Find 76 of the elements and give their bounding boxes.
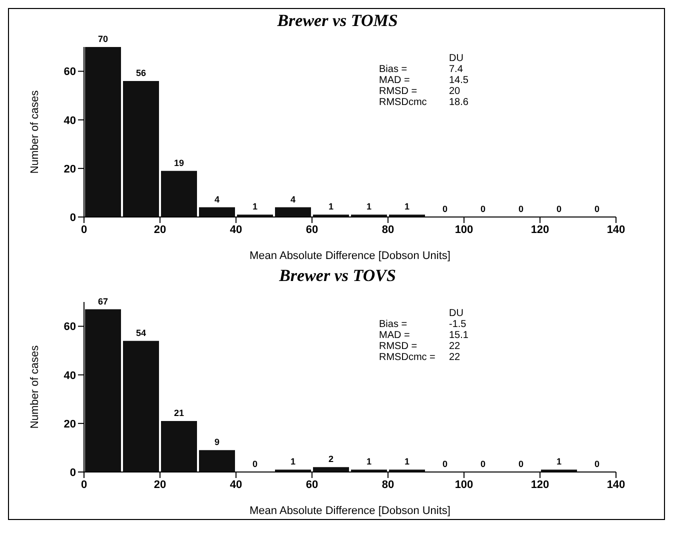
data-label: 1 bbox=[328, 202, 334, 212]
data-label: 1 bbox=[366, 456, 372, 467]
data-label: 2 bbox=[328, 454, 334, 464]
annotation: 22 bbox=[449, 341, 462, 352]
data-label: 4 bbox=[214, 194, 220, 204]
x-tick-label: 40 bbox=[230, 224, 242, 236]
annotation: Bias = bbox=[379, 319, 408, 330]
data-label: 9 bbox=[214, 437, 220, 448]
data-label: 54 bbox=[136, 328, 146, 338]
y-tick-label: 20 bbox=[64, 163, 76, 176]
annotation: 7.4 bbox=[449, 64, 464, 75]
annotation: MAD = bbox=[379, 330, 411, 341]
x-tick-label: 0 bbox=[80, 478, 88, 491]
data-label: 0 bbox=[594, 459, 600, 469]
data-label: 0 bbox=[556, 204, 562, 214]
data-label: 1 bbox=[290, 456, 296, 467]
data-label: 67 bbox=[98, 296, 108, 306]
annotation: 15.1 bbox=[449, 330, 470, 341]
x-tick-label: 80 bbox=[382, 224, 394, 236]
x-axis-title: Mean Absolute Difference [Dobson Units] bbox=[250, 505, 450, 517]
data-label: 0 bbox=[480, 459, 486, 469]
data-label: 0 bbox=[252, 459, 258, 469]
annotation: RMSDcmc bbox=[379, 97, 428, 108]
data-label: 1 bbox=[252, 202, 258, 212]
annotation: DU bbox=[449, 308, 464, 319]
annotation: 18.6 bbox=[449, 97, 470, 108]
x-tick-label: 60 bbox=[306, 478, 318, 491]
y-tick-label: 0 bbox=[70, 212, 76, 224]
annotation: RMSD = bbox=[379, 86, 418, 97]
x-tick-label: 140 bbox=[606, 478, 626, 491]
x-tick-label: 120 bbox=[530, 224, 550, 236]
y-tick-label: 0 bbox=[70, 466, 76, 479]
annotation: Bias = bbox=[379, 64, 408, 75]
data-label: 0 bbox=[518, 459, 524, 469]
x-tick-label: 80 bbox=[382, 478, 394, 491]
x-tick-label: 20 bbox=[154, 224, 166, 236]
data-label: 0 bbox=[594, 204, 600, 214]
annotation: RMSDcmc = bbox=[379, 352, 436, 363]
data-label: 1 bbox=[556, 456, 562, 467]
y-tick-label: 40 bbox=[64, 370, 76, 382]
data-label: 56 bbox=[136, 68, 146, 78]
annotation: MAD = bbox=[379, 75, 411, 86]
annotation: 22 bbox=[449, 352, 462, 363]
annotation: DU bbox=[449, 53, 464, 64]
y-tick-label: 20 bbox=[64, 418, 76, 430]
data-label: 0 bbox=[442, 459, 448, 469]
chart-title: Brewer vs TOMS bbox=[276, 10, 399, 32]
x-tick-label: 140 bbox=[606, 224, 626, 236]
data-label: 19 bbox=[174, 158, 184, 168]
data-label: 0 bbox=[480, 204, 486, 214]
x-tick-label: 100 bbox=[454, 478, 474, 491]
y-tick-label: 60 bbox=[64, 321, 76, 334]
y-axis-title: Number of cases bbox=[28, 90, 41, 174]
x-tick-label: 0 bbox=[80, 224, 88, 236]
data-label: 0 bbox=[518, 204, 524, 214]
data-label: 70 bbox=[98, 34, 108, 44]
x-tick-label: 100 bbox=[454, 224, 474, 236]
x-axis-title: Mean Absolute Difference [Dobson Units] bbox=[250, 250, 450, 262]
annotation: RMSD = bbox=[379, 341, 418, 352]
y-axis-title: Number of cases bbox=[28, 344, 41, 429]
data-label: 1 bbox=[404, 456, 410, 467]
x-tick-label: 60 bbox=[306, 224, 318, 236]
annotation: 14.5 bbox=[449, 75, 470, 86]
annotation: 20 bbox=[449, 86, 462, 97]
data-label: 0 bbox=[442, 204, 448, 214]
x-tick-label: 40 bbox=[230, 478, 242, 491]
chart-title: Brewer vs TOVS bbox=[278, 265, 397, 287]
x-tick-label: 20 bbox=[154, 478, 166, 491]
data-label: 1 bbox=[366, 202, 372, 212]
y-tick-label: 40 bbox=[64, 114, 76, 127]
y-tick-label: 60 bbox=[64, 66, 76, 78]
data-label: 21 bbox=[174, 408, 184, 418]
data-label: 1 bbox=[404, 202, 410, 212]
x-tick-label: 120 bbox=[530, 478, 550, 491]
data-label: 4 bbox=[290, 194, 296, 204]
annotation: -1.5 bbox=[449, 319, 468, 330]
